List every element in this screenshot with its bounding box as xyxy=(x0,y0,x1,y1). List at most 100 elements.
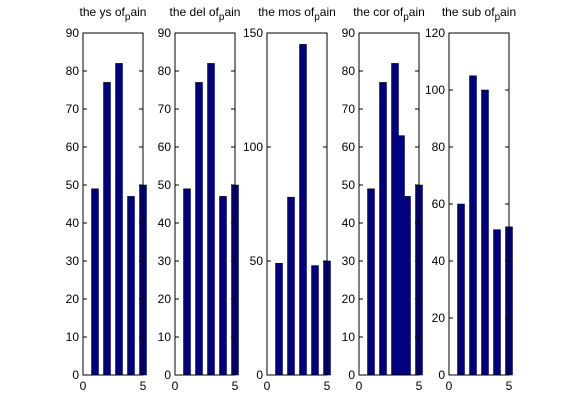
panel-title-end: ain xyxy=(409,5,425,19)
bar-3 xyxy=(207,63,215,376)
y-tick-label: 0 xyxy=(164,368,171,382)
y-tick-label: 70 xyxy=(342,102,356,116)
x-tick-label: 5 xyxy=(140,379,147,393)
bar-3 xyxy=(481,89,489,376)
panel-title-sub: p xyxy=(219,12,225,23)
y-tick-label: 120 xyxy=(425,26,445,40)
panel-1: 0 10 20 30 40 50 60 70 80 90 0 5 the ys ofpain xyxy=(66,5,147,393)
y-tick-label: 20 xyxy=(432,311,446,325)
y-tick-label: 20 xyxy=(158,292,172,306)
y-tick-label: 150 xyxy=(243,26,263,40)
axes-frame xyxy=(266,32,328,376)
y-tick-label: 40 xyxy=(158,216,172,230)
panel-title: the sub ofpain xyxy=(442,5,516,23)
y-tick-label: 90 xyxy=(342,26,356,40)
panel-4: 0 10 20 30 40 50 60 70 80 90 0 5 the cor ofpain xyxy=(342,5,425,393)
y-tick-label: 50 xyxy=(250,254,264,268)
y-tick-label: 10 xyxy=(342,330,356,344)
y-tick-label: 60 xyxy=(432,197,446,211)
y-tick-label: 20 xyxy=(66,292,80,306)
y-tick-label: 40 xyxy=(432,254,446,268)
x-tick-label: 5 xyxy=(324,379,331,393)
y-tick-label: 60 xyxy=(158,140,172,154)
y-tick-label: 50 xyxy=(342,178,356,192)
x-tick-label: 0 xyxy=(264,379,271,393)
bar-1 xyxy=(91,188,99,376)
y-tick-label: 30 xyxy=(158,254,172,268)
y-tick-label: 30 xyxy=(342,254,356,268)
y-tick-label: 100 xyxy=(425,83,445,97)
bar-5 xyxy=(403,196,411,376)
axes-frame xyxy=(358,32,420,376)
axes-frame xyxy=(82,32,144,376)
bar-1 xyxy=(183,188,191,376)
panel-title-end: ain xyxy=(500,5,516,19)
bar-1 xyxy=(275,263,283,376)
bar-2 xyxy=(195,82,203,376)
x-tick-label: 5 xyxy=(232,379,239,393)
y-tick-label: 40 xyxy=(342,216,356,230)
panel-3: 0 50 100 150 0 5 the mos ofpain xyxy=(243,5,336,393)
panel-title: the cor ofpain xyxy=(353,5,425,23)
panel-title-main: the sub of xyxy=(442,5,495,19)
panel-title-main: the ys of xyxy=(80,5,126,19)
panel-title-end: ain xyxy=(320,5,336,19)
bar-1 xyxy=(367,188,375,376)
panel-title: the mos ofpain xyxy=(258,5,336,23)
bar-4 xyxy=(311,265,319,376)
y-tick-label: 60 xyxy=(66,140,80,154)
panel-title-end: ain xyxy=(224,5,240,19)
panel-title-main: the mos of xyxy=(258,5,315,19)
panel-title: the ys ofpain xyxy=(80,5,147,23)
y-tick-label: 80 xyxy=(342,64,356,78)
bar-2 xyxy=(287,196,295,376)
y-tick-label: 0 xyxy=(72,368,79,382)
y-tick-label: 10 xyxy=(158,330,172,344)
panel-5: 0 20 40 60 80 100 120 0 5 the sub ofpain xyxy=(425,5,516,393)
y-tick-label: 70 xyxy=(158,102,172,116)
y-tick-label: 70 xyxy=(66,102,80,116)
panel-title-end: ain xyxy=(130,5,146,19)
y-tick-label: 100 xyxy=(243,140,263,154)
x-tick-label: 0 xyxy=(446,379,453,393)
axes-frame xyxy=(174,32,236,376)
panel-title: the del ofpain xyxy=(170,5,241,23)
y-tick-label: 40 xyxy=(66,216,80,230)
y-tick-label: 80 xyxy=(432,140,446,154)
y-tick-label: 60 xyxy=(342,140,356,154)
panel-title-sub: p xyxy=(495,12,501,23)
bar-3 xyxy=(299,44,307,376)
bar-2 xyxy=(103,82,111,376)
y-tick-label: 10 xyxy=(66,330,80,344)
y-tick-label: 80 xyxy=(158,64,172,78)
y-tick-label: 20 xyxy=(342,292,356,306)
y-tick-label: 50 xyxy=(158,178,172,192)
bar-1 xyxy=(457,203,465,376)
panel-title-main: the del of xyxy=(170,5,220,19)
bar-2 xyxy=(469,75,477,376)
bar-4 xyxy=(219,196,227,376)
y-tick-label: 0 xyxy=(256,368,263,382)
panel-title-sub: p xyxy=(403,12,409,23)
bar-2 xyxy=(379,82,387,376)
bar-4 xyxy=(127,196,135,376)
bar-4 xyxy=(493,229,501,376)
bar-3 xyxy=(115,63,123,376)
y-tick-label: 50 xyxy=(66,178,80,192)
y-tick-label: 0 xyxy=(348,368,355,382)
x-tick-label: 5 xyxy=(416,379,423,393)
x-tick-label: 0 xyxy=(80,379,87,393)
y-tick-label: 80 xyxy=(66,64,80,78)
y-tick-label: 0 xyxy=(438,368,445,382)
panel-title-sub: p xyxy=(314,12,320,23)
y-tick-label: 90 xyxy=(158,26,172,40)
panel-title-sub: p xyxy=(125,12,131,23)
x-tick-label: 0 xyxy=(172,379,179,393)
x-tick-label: 0 xyxy=(356,379,363,393)
y-tick-label: 90 xyxy=(66,26,80,40)
x-tick-label: 5 xyxy=(506,379,513,393)
panel-title-main: the cor of xyxy=(353,5,404,19)
panel-2: 0 10 20 30 40 50 60 70 80 90 0 5 the del ofpain xyxy=(158,5,241,393)
y-tick-label: 30 xyxy=(66,254,80,268)
